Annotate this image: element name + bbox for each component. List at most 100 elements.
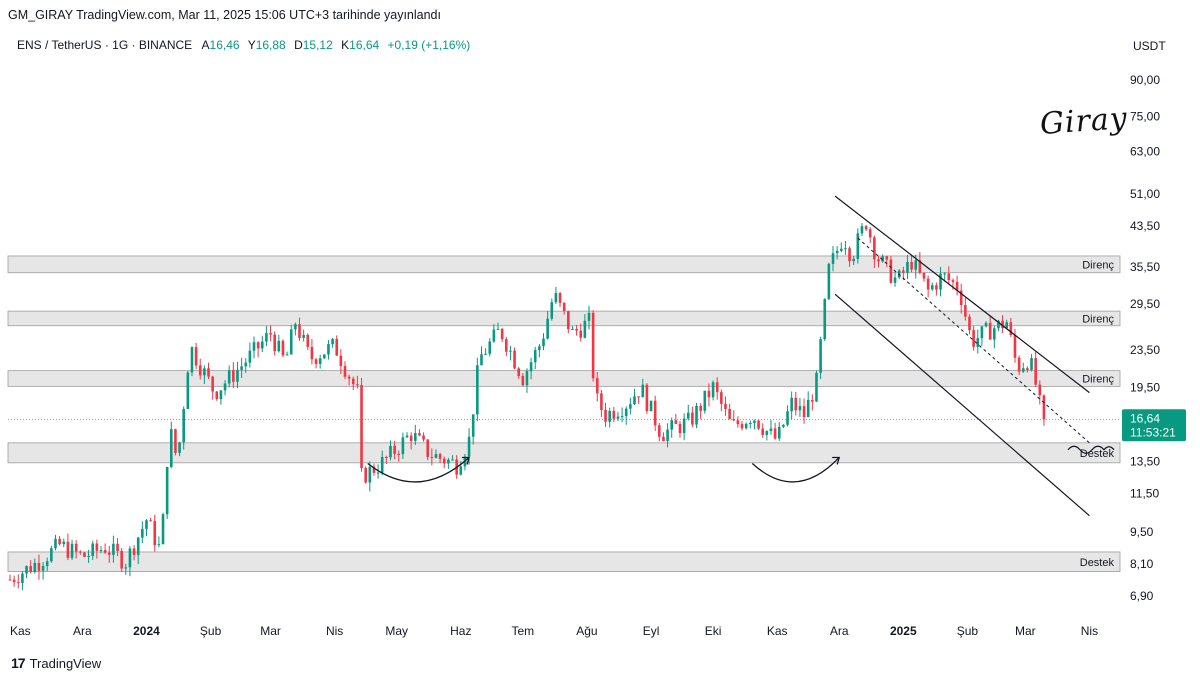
candle-body — [997, 320, 1000, 329]
currency-label[interactable]: USDT — [1133, 39, 1166, 53]
candle-body — [207, 368, 210, 377]
candle-body — [918, 260, 922, 273]
candle-body — [703, 390, 707, 411]
candle-body — [409, 435, 413, 441]
candle-body — [500, 328, 504, 340]
x-tick-label: Ara — [73, 624, 92, 638]
candle-body — [1021, 368, 1025, 372]
candle-body — [906, 261, 909, 273]
candle-body — [442, 458, 446, 464]
change-value: +0,19 (+1,16%) — [387, 38, 471, 52]
candle-body — [513, 350, 516, 369]
candle-body — [302, 334, 305, 338]
candle-body — [323, 354, 326, 359]
tradingview-icon: 17 — [11, 655, 26, 671]
zone-band — [7, 442, 1121, 464]
candle-body — [252, 342, 256, 351]
zone-label: Direnç — [1082, 313, 1114, 325]
candle-body — [306, 334, 310, 347]
y-tick-label: 29,50 — [1130, 297, 1160, 311]
candle-body — [12, 579, 16, 583]
candle-body — [943, 273, 946, 275]
candle-body — [695, 405, 698, 425]
candle-body — [273, 334, 276, 352]
candle-body — [658, 425, 661, 437]
candle-body — [182, 408, 186, 443]
candle-body — [1030, 358, 1033, 370]
candle-body — [62, 541, 66, 545]
candle-body — [1017, 357, 1021, 372]
wave-annotation — [1067, 445, 1115, 454]
price-tag-countdown: 11:53:21 — [1130, 425, 1176, 439]
candle-body — [87, 555, 90, 557]
candle-body — [153, 521, 157, 546]
candle-body — [95, 543, 99, 551]
candle-body — [902, 270, 905, 273]
candle-body — [885, 256, 889, 260]
candle-body — [149, 520, 152, 522]
candle-body — [389, 445, 392, 458]
candle-body — [169, 429, 173, 467]
y-tick-label: 23,50 — [1130, 343, 1160, 357]
candles-layer — [8, 223, 1046, 591]
close-value: 16,64 — [349, 38, 380, 52]
open-value: 16,46 — [209, 38, 240, 52]
y-tick-label: 63,00 — [1130, 145, 1160, 159]
drawings-layer — [367, 195, 1115, 517]
price-tag-value: 16,64 — [1130, 411, 1160, 425]
candle-body — [935, 285, 938, 290]
candle-body — [980, 326, 984, 339]
candle-body — [467, 436, 471, 457]
candle-body — [459, 466, 463, 475]
x-tick-label: Ara — [830, 624, 849, 638]
x-tick-label: Kas — [767, 624, 788, 638]
curve-arrowhead — [832, 456, 841, 465]
candle-body — [922, 272, 926, 279]
candle-body — [488, 341, 492, 354]
trend-channel-upper-line — [834, 195, 1090, 394]
candle-body — [244, 362, 248, 367]
tradingview-logo[interactable]: 17 TradingView — [11, 655, 101, 671]
candle-body — [190, 347, 194, 373]
signature-watermark: Giray — [1038, 100, 1129, 143]
candle-body — [8, 579, 12, 581]
candle-body — [70, 543, 74, 558]
candle-body — [29, 566, 32, 573]
x-tick-label: Mar — [260, 624, 281, 638]
candle-body — [670, 420, 674, 430]
candle-body — [376, 472, 380, 474]
candle-body — [794, 397, 798, 411]
candle-body — [728, 408, 731, 420]
candle-body — [877, 259, 880, 262]
candle-body — [194, 347, 198, 366]
candle-body — [525, 371, 529, 386]
x-tick-label: 2025 — [890, 624, 917, 638]
candle-body — [112, 543, 115, 555]
candle-body — [699, 405, 702, 411]
candle-body — [1026, 368, 1029, 370]
candle-body — [339, 355, 343, 367]
candle-body — [988, 322, 992, 340]
candle-body — [926, 278, 930, 290]
candle-body — [99, 550, 103, 552]
y-tick-label: 8,10 — [1130, 557, 1154, 571]
candle-body — [707, 390, 711, 398]
candle-body — [248, 350, 252, 363]
candle-body — [343, 366, 347, 377]
zones-layer: Direnç Direnç Direnç Destek Destek — [7, 255, 1121, 572]
symbol-label[interactable]: ENS / TetherUS · 1G · BINANCE — [17, 38, 193, 52]
candle-body — [174, 429, 177, 453]
candle-body — [604, 409, 607, 422]
candle-body — [269, 333, 272, 335]
open-label: A — [201, 38, 210, 52]
candle-body — [186, 372, 190, 409]
candle-body — [649, 400, 653, 412]
candle-body — [79, 551, 82, 553]
curve-arrowhead — [462, 456, 470, 465]
candle-body — [806, 400, 810, 418]
candle-body — [223, 383, 227, 391]
candle-body — [546, 318, 549, 339]
x-tick-label: Ağu — [576, 624, 597, 638]
candle-body — [265, 333, 268, 342]
